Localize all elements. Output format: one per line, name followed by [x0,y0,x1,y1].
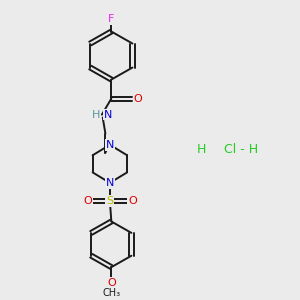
Text: S: S [106,196,113,206]
Text: N: N [103,110,112,120]
Text: O: O [83,196,92,206]
Text: F: F [108,14,115,24]
Text: H: H [197,143,206,156]
Text: O: O [128,196,137,206]
Text: H: H [92,110,100,120]
Text: N: N [106,178,114,188]
Text: O: O [134,94,142,103]
Text: Cl - H: Cl - H [224,143,258,156]
Text: N: N [106,140,114,150]
Text: O: O [107,278,116,288]
Text: CH₃: CH₃ [102,289,120,298]
